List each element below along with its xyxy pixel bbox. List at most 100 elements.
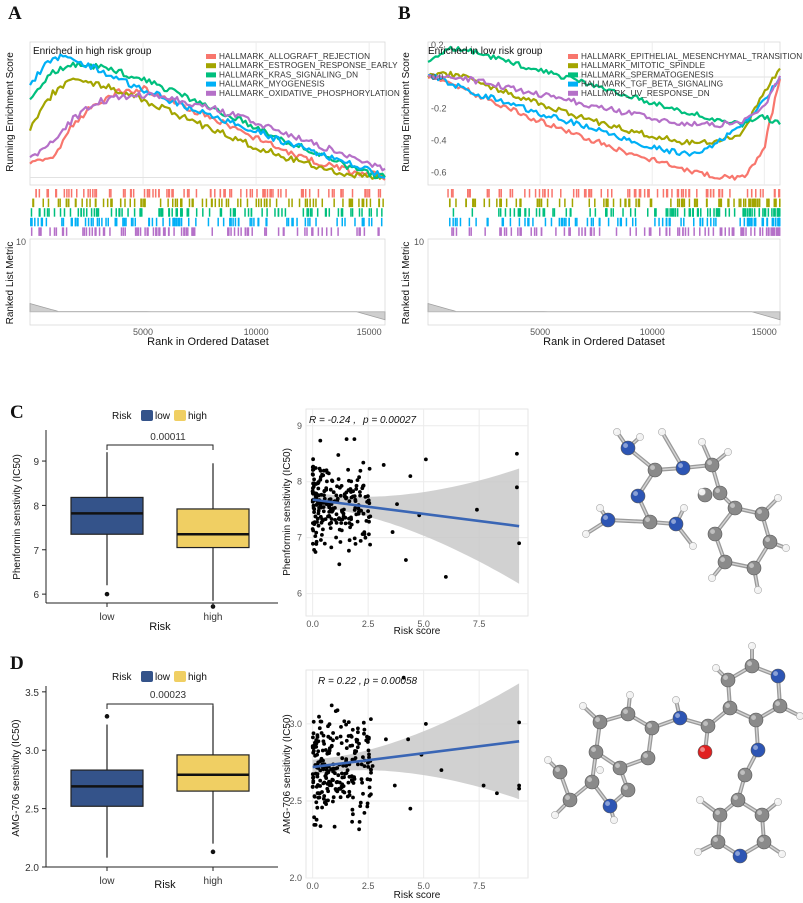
scatter-point xyxy=(314,800,319,805)
box-ytick-label: 2.5 xyxy=(25,805,39,816)
scatter-point xyxy=(314,530,319,535)
molecule-atom-shine xyxy=(597,505,600,508)
scatter-point xyxy=(334,736,339,740)
scatter-point xyxy=(336,773,341,778)
gsea-xtick: 10000 xyxy=(244,327,269,337)
molecule-atom xyxy=(698,438,706,446)
scatter-point xyxy=(365,734,369,739)
scatter-point xyxy=(312,548,316,552)
scatter-point xyxy=(443,574,448,579)
gsea-legend-label: HALLMARK_ALLOGRAFT_REJECTION xyxy=(219,52,370,61)
scatter-point xyxy=(311,775,315,780)
molecule-atom-shine xyxy=(715,488,720,493)
scatter-point xyxy=(313,514,318,519)
molecule-atom-shine xyxy=(587,777,592,782)
scatter-point xyxy=(334,493,339,498)
gsea-a-metric-ytick: 10 xyxy=(16,237,26,247)
scatter-c-ylabel: Phenformin sensitivity (IC50) xyxy=(282,448,293,576)
box-d-ylabel: AMG-706 senstivity (IC50) xyxy=(11,719,22,836)
gsea-ytick: -0.4 xyxy=(431,136,447,146)
molecule-atom-shine xyxy=(611,817,614,820)
scatter-point xyxy=(356,762,360,767)
scatter-xtick: 0.0 xyxy=(306,881,319,891)
molecule-atom xyxy=(704,457,720,473)
scatter-point xyxy=(346,720,351,724)
scatter-point xyxy=(346,467,350,472)
box-body-high xyxy=(176,754,250,792)
box-d-xlabel: Risk xyxy=(154,879,176,891)
molecule-atom xyxy=(610,816,618,824)
molecule-atom-shine xyxy=(659,429,662,432)
molecule-atom-shine xyxy=(605,801,610,806)
molecule-atom xyxy=(746,560,762,576)
molecule-atom-shine xyxy=(757,810,762,815)
molecule-atom xyxy=(712,664,720,672)
gsea-a-series xyxy=(28,53,386,181)
box-ytick-label: 7 xyxy=(33,546,39,557)
scatter-point xyxy=(354,487,359,491)
molecule-atom xyxy=(754,807,770,823)
box-ytick-label: 6 xyxy=(33,590,39,601)
scatter-point xyxy=(326,770,331,775)
scatter-point xyxy=(341,514,346,519)
scatter-point xyxy=(325,479,329,484)
scatter-point xyxy=(368,542,372,547)
scatter-point xyxy=(362,764,367,768)
scatter-point xyxy=(347,548,351,553)
scatter-c-xlabel: Risk score xyxy=(394,626,441,637)
molecule-atom xyxy=(620,440,636,456)
scatter-point xyxy=(515,451,519,456)
molecule-atom xyxy=(600,512,616,528)
molecule-atom xyxy=(596,504,604,512)
scatter-point xyxy=(334,788,339,793)
molecule-atom xyxy=(562,792,578,808)
molecule-atom-shine xyxy=(707,460,712,465)
scatter-point xyxy=(367,752,371,757)
scatter-point xyxy=(313,534,318,538)
scatter-point xyxy=(342,775,346,780)
molecule-atom xyxy=(588,744,604,760)
scatter-point xyxy=(358,493,362,498)
molecule-atom xyxy=(724,448,732,456)
molecule-atom xyxy=(750,742,766,758)
gsea-series-line-3 xyxy=(427,45,781,128)
scatter-point xyxy=(318,824,323,828)
gsea-legend-swatch xyxy=(206,54,216,59)
scatter-point xyxy=(350,807,355,812)
molecule-atom-shine xyxy=(733,795,738,800)
scatter-point xyxy=(338,540,343,544)
scatter-point xyxy=(347,538,352,543)
scatter-point xyxy=(312,745,317,750)
box-c-legend-high: high xyxy=(188,411,207,422)
scatter-xtick: 2.5 xyxy=(362,881,375,891)
scatter-point xyxy=(331,799,335,804)
scatter-point xyxy=(401,675,406,680)
molecule-atom xyxy=(596,766,604,774)
scatter-point xyxy=(337,786,341,791)
scatter-point xyxy=(345,768,350,773)
molecule-atom xyxy=(712,485,728,501)
scatter-panel-c: 0.0 2.5 5.0 7.5 6 7 8 9 R = -0.24 , p = 0.00027… xyxy=(282,408,529,637)
molecule-atom xyxy=(551,811,559,819)
molecule-atom xyxy=(754,586,762,594)
gsea-ytick: 0.0 xyxy=(431,72,444,82)
molecule-atom xyxy=(630,488,646,504)
molecule-atom-shine xyxy=(583,531,586,534)
gsea-b-barcode xyxy=(447,189,781,236)
scatter-point xyxy=(346,734,351,738)
gsea-b-yticks: 0.2 0.0 -0.2 -0.4 -0.6 xyxy=(431,40,447,177)
scatter-point xyxy=(324,802,328,806)
box-c-legend-high-swatch xyxy=(174,410,186,421)
scatter-point xyxy=(344,771,349,775)
scatter-point xyxy=(327,510,332,514)
scatter-point xyxy=(358,539,363,543)
scatter-point xyxy=(311,541,315,546)
scatter-point xyxy=(327,522,332,526)
molecule-atom xyxy=(620,706,636,722)
scatter-point xyxy=(331,490,336,495)
scatter-point xyxy=(362,811,367,815)
molecule-atom-shine xyxy=(591,747,596,752)
box-d-legend-high: high xyxy=(188,672,207,683)
scatter-point xyxy=(312,815,316,820)
